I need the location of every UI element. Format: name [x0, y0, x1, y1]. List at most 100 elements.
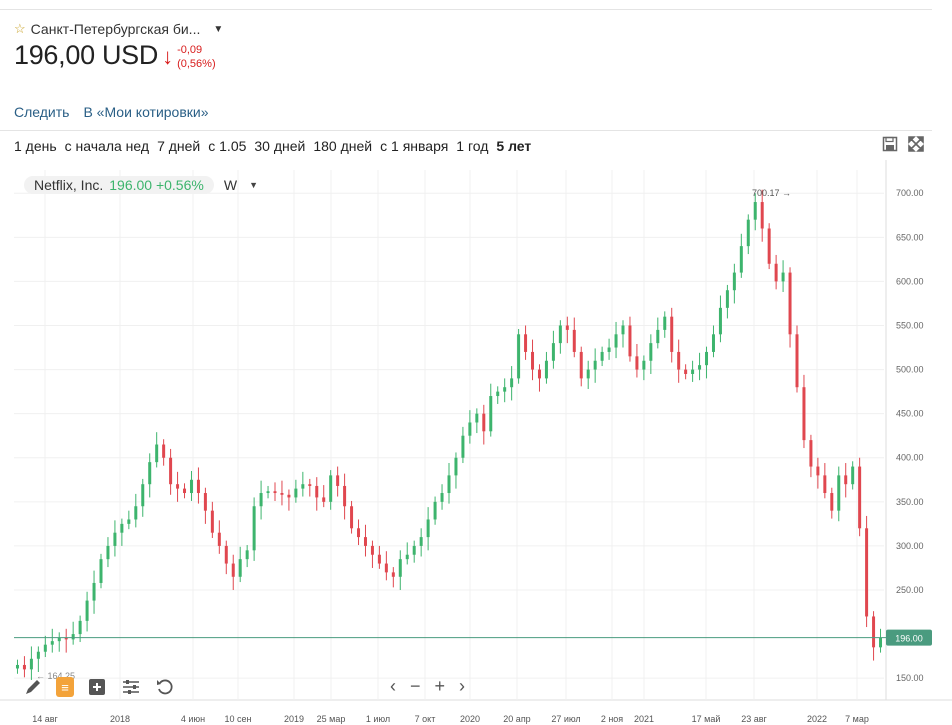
candle-body	[781, 272, 785, 282]
candle-body	[537, 369, 541, 379]
candle-body	[210, 510, 214, 533]
candle-body	[189, 479, 193, 494]
candle-body	[127, 519, 131, 524]
scroll-right-icon[interactable]: ›	[459, 676, 466, 696]
candle-body	[169, 457, 173, 485]
candle-body	[691, 369, 695, 374]
x-tick-label: 10 сен	[225, 714, 252, 724]
period-option[interactable]: с начала нед	[64, 138, 150, 154]
candle-body	[36, 651, 40, 659]
x-tick-label: 4 июн	[181, 714, 205, 724]
candle-body	[412, 545, 416, 555]
interval-label[interactable]: W	[223, 177, 238, 193]
save-icon[interactable]	[882, 136, 898, 157]
last-price-badge	[886, 629, 932, 646]
candle-body	[544, 360, 548, 379]
candle-body	[739, 246, 743, 273]
chevron-down-icon[interactable]: ▼	[249, 180, 258, 190]
candle-body	[732, 272, 736, 291]
candle-body	[621, 325, 625, 335]
y-tick-label: 700.00	[896, 188, 924, 198]
candle-body	[329, 475, 333, 502]
candle-body	[350, 506, 354, 529]
follow-link[interactable]: Следить	[14, 104, 70, 120]
chart-svg[interactable]: 700.00 650.00 600.00 550.00 500.00 450.00 400.…	[0, 160, 952, 725]
candle-body	[656, 329, 660, 344]
star-icon[interactable]: ☆	[14, 21, 26, 36]
candle-body	[795, 334, 799, 388]
candle-body	[670, 316, 674, 352]
notes-icon[interactable]: ≡	[56, 677, 74, 697]
candle-body	[760, 202, 764, 229]
exchange-selector[interactable]: ☆ Санкт-Петербургская би... ▼	[14, 21, 223, 37]
candle-body	[64, 637, 68, 640]
candle-body	[531, 351, 535, 370]
fullscreen-icon[interactable]	[908, 136, 924, 157]
period-selector: 1 день с начала нед 7 дней с 1.05 30 дней 180…	[14, 138, 531, 154]
x-axis: 14 авг 2018 4 июн 10 сен 2019 25 мар 1 июл 7 ок…	[32, 714, 869, 724]
candle-body	[503, 387, 507, 392]
candle-body	[510, 378, 514, 388]
x-tick-label: 17 май	[692, 714, 721, 724]
candle-body	[711, 334, 715, 352]
period-option[interactable]: 1 день	[14, 138, 57, 154]
candle-body	[287, 494, 291, 498]
candle-body	[134, 506, 138, 520]
period-option[interactable]: 5 лет	[496, 138, 532, 154]
reset-icon[interactable]	[154, 676, 176, 698]
candle-body	[614, 334, 618, 348]
candle-body	[92, 582, 96, 601]
candle-body	[294, 488, 298, 498]
last-price-label: 196.00	[895, 634, 923, 644]
candle-body	[496, 391, 500, 397]
candle-body	[851, 466, 855, 485]
zoom-out-icon[interactable]: −	[410, 676, 421, 696]
chart-grid	[0, 160, 952, 701]
candle-body	[461, 435, 465, 458]
period-option[interactable]: 1 год	[456, 138, 489, 154]
x-tick-label: 2 ноя	[601, 714, 623, 724]
chart-navigation: ‹ − + ›	[390, 676, 465, 697]
candle-body	[22, 664, 26, 670]
period-option[interactable]: 30 дней	[254, 138, 306, 154]
y-tick-label: 650.00	[896, 232, 924, 242]
x-tick-label: 23 авг	[741, 714, 767, 724]
chart-overlay: 196.00 700.17 → ← 164.25	[14, 188, 932, 681]
candles	[15, 189, 883, 680]
x-tick-label: 2019	[284, 714, 304, 724]
candle-body	[301, 484, 305, 489]
y-tick-label: 400.00	[896, 453, 924, 463]
pencil-icon[interactable]	[22, 676, 44, 698]
candle-body	[809, 440, 813, 467]
my-quotes-link[interactable]: В «Мои котировки»	[83, 104, 209, 120]
candle-body	[677, 351, 681, 370]
candle-body	[558, 325, 562, 344]
candle-body	[746, 219, 750, 247]
period-option[interactable]: 7 дней	[157, 138, 201, 154]
candle-body	[343, 485, 347, 507]
candle-body	[475, 413, 479, 423]
price-block: 196,00 USD ↓ -0,09 (0,56%)	[14, 40, 216, 71]
add-indicator-icon[interactable]	[86, 676, 108, 698]
candle-body	[607, 347, 611, 352]
candle-body	[524, 334, 528, 352]
chevron-down-icon[interactable]: ▼	[213, 23, 224, 35]
candle-body	[377, 554, 381, 564]
period-option[interactable]: с 1.05	[208, 138, 247, 154]
x-tick-label: 20 апр	[503, 714, 530, 724]
legend-pill[interactable]: Netflix, Inc. 196.00 +0.56%	[24, 176, 214, 194]
change-percent: (0,56%)	[177, 58, 216, 70]
y-tick-label: 450.00	[896, 409, 924, 419]
scroll-left-icon[interactable]: ‹	[390, 676, 396, 696]
settings-sliders-icon[interactable]	[120, 676, 142, 698]
candle-body	[844, 475, 848, 485]
candle-body	[816, 466, 820, 476]
candle-body	[224, 545, 228, 564]
price-chart[interactable]: 700.00 650.00 600.00 550.00 500.00 450.00 400.…	[0, 160, 952, 725]
period-option[interactable]: 180 дней	[313, 138, 373, 154]
y-tick-label: 600.00	[896, 276, 924, 286]
candle-body	[572, 329, 576, 352]
candle-body	[266, 491, 270, 494]
period-option[interactable]: с 1 января	[380, 138, 449, 154]
zoom-in-icon[interactable]: +	[434, 676, 446, 696]
